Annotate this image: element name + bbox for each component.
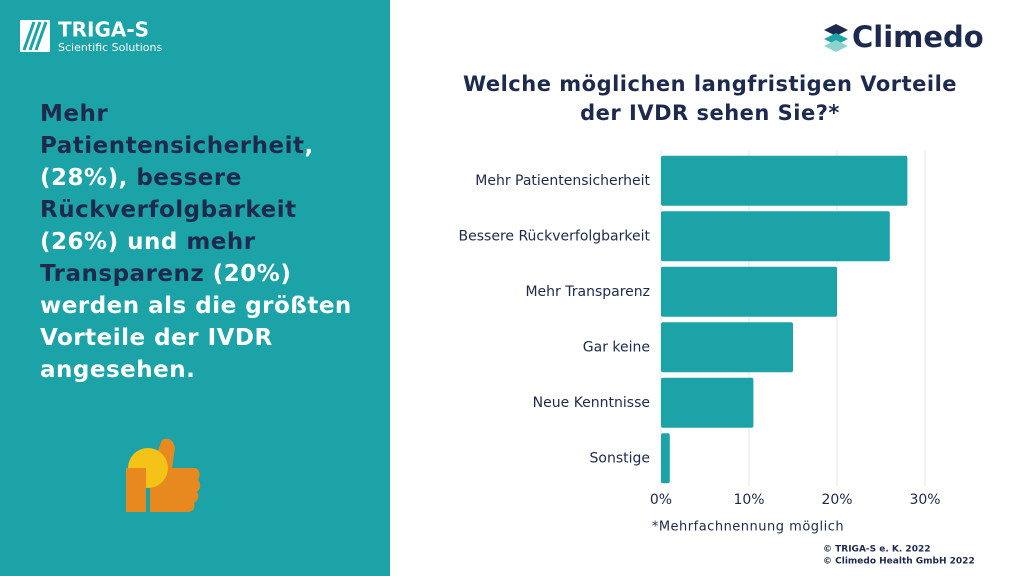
summary-segment: (26%) und [40,229,187,255]
x-tick-label: 0% [650,492,672,508]
bar [661,377,754,428]
copyright: © Climedo Health GmbH 2022 [823,557,975,567]
summary-segment: (20%) werden als die größten Vorteile de… [40,261,352,383]
summary-segment: Mehr Patientensicherheit [40,101,305,159]
y-tick-label: Bessere Rückverfolgbarkeit [459,228,651,244]
thumbs-up-icon [126,438,201,512]
chart-note: *Mehrfachnennung möglich [652,520,844,535]
bar [661,322,793,373]
chart-title: Welche möglichen langfristigen Vorteile … [462,72,958,125]
y-tick-label: Mehr Transparenz [525,284,650,300]
partner: Climedo [852,20,984,54]
bar [661,155,908,206]
brand-logo [20,20,50,52]
x-tick-label: 10% [733,492,764,508]
x-tick-label: 20% [821,492,852,508]
bar [661,266,837,317]
y-tick-label: Mehr Patientensicherheit [475,173,650,189]
brand: TRIGA-S [58,18,149,42]
copyright: © TRIGA-S e. K. 2022 [823,545,931,555]
summary-segment: bessere Rückverfolgbarkeit [40,165,297,223]
partner-logo [824,24,848,52]
y-tick-label: Neue Kenntnisse [533,395,650,411]
bar [661,433,670,484]
y-tick-label: Gar keine [583,339,650,355]
x-tick-label: 30% [909,492,940,508]
bar [661,211,890,262]
summary: Mehr Patientensicherheit, (28%), bessere… [40,98,370,386]
y-tick-label: Sonstige [590,450,651,466]
summary-segment: , (28%), [40,133,314,191]
brand-sub: Scientific Solutions [58,41,162,54]
summary-segment: mehr Transparenz [40,229,256,287]
